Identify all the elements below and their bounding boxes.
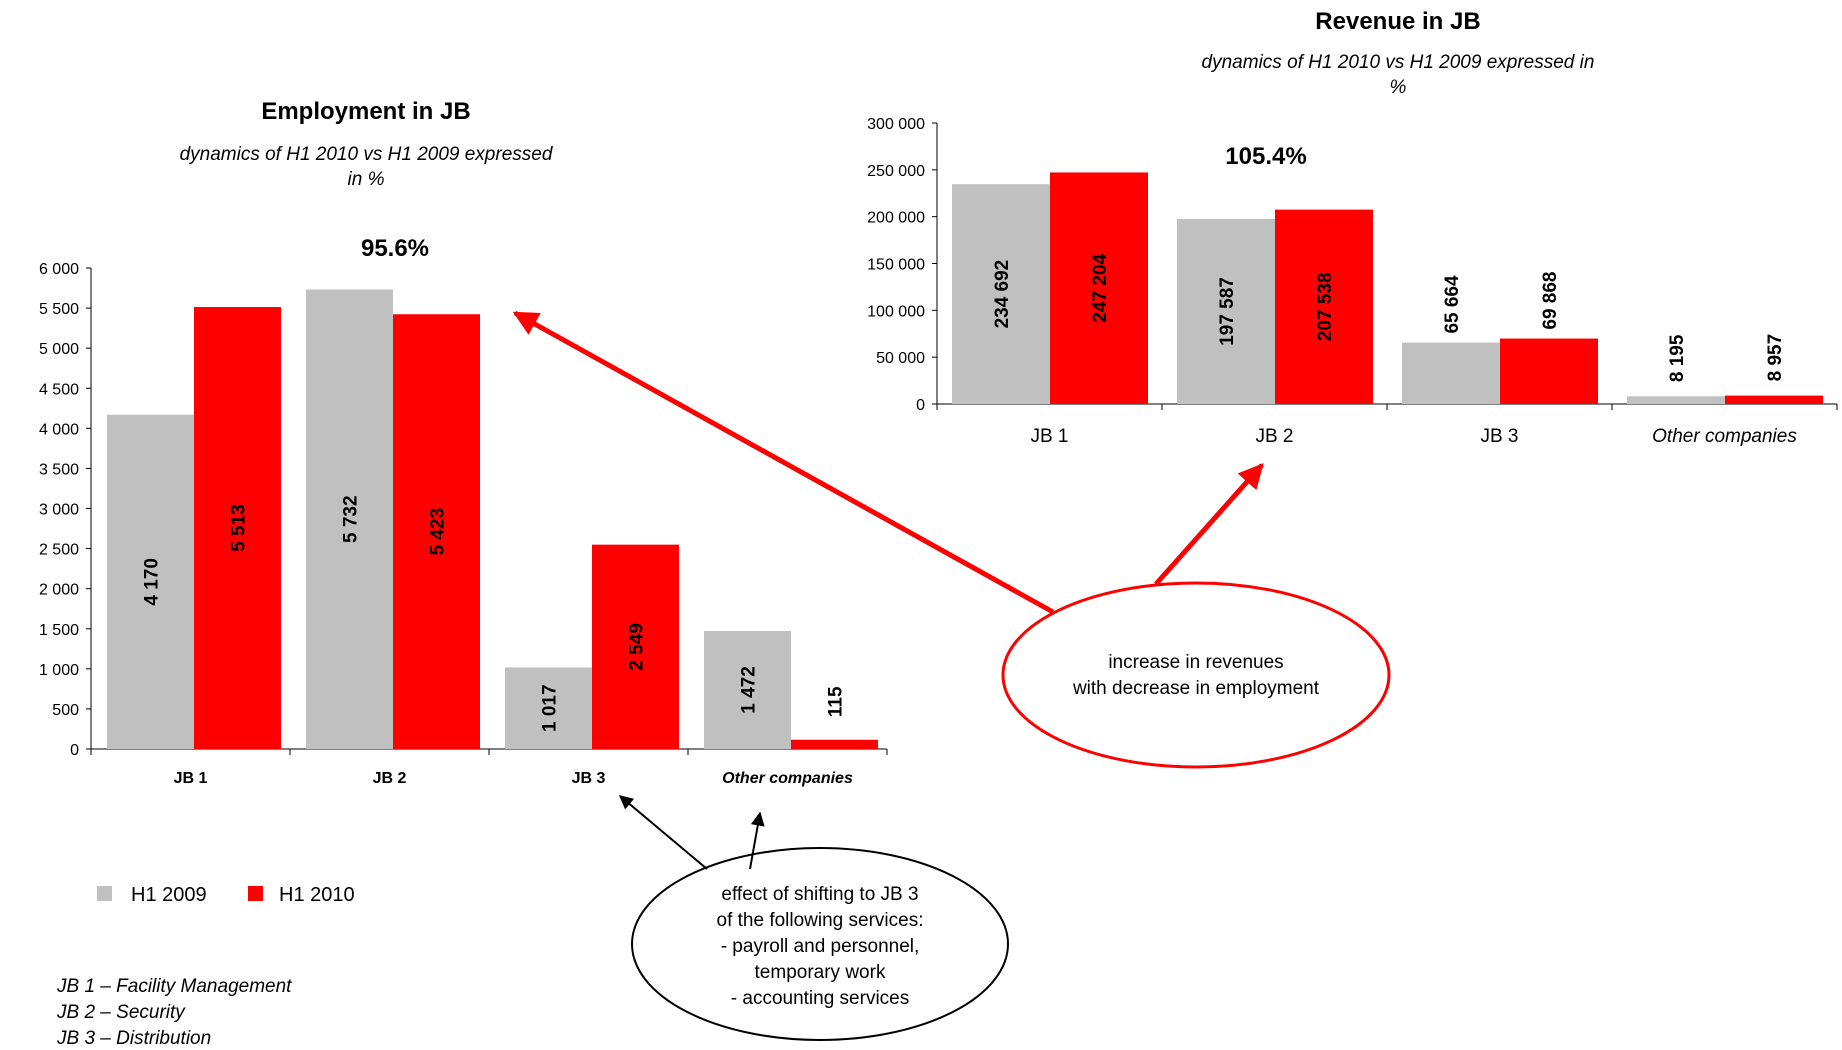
revenue-value-label: 207 538 [1315, 272, 1336, 341]
revenue-value-label: 69 868 [1540, 271, 1561, 329]
revenue-bar-h1-2009 [1627, 396, 1725, 404]
employment-y-tick-label: 6 000 [39, 261, 79, 278]
employment-bar-h1-2009 [107, 414, 194, 749]
employment-value-label: 2 549 [627, 623, 648, 671]
shift-callout-line1: effect of shifting to JB 3 [721, 884, 918, 905]
employment-y-tick-label: 2 000 [39, 582, 79, 599]
revenue-y-tick-label: 150 000 [867, 257, 925, 274]
employment-y-tick-label: 0 [70, 742, 79, 759]
employment-bar-h1-2009 [505, 667, 592, 749]
revenue-y-tick-label: 0 [916, 397, 925, 414]
employment-value-label: 5 423 [428, 508, 449, 556]
revenue-change-label: 105.4% [1225, 143, 1306, 170]
revenue-y-tick-label: 300 000 [867, 116, 925, 133]
employment-change-label: 95.6% [361, 235, 429, 262]
employment-y-tick-label: 2 500 [39, 542, 79, 559]
revenue-y-tick-label: 200 000 [867, 210, 925, 227]
employment-bar-h1-2009 [306, 289, 393, 749]
revenue-title: Revenue in JB [1315, 8, 1480, 35]
revenue-bar-h1-2009 [1402, 342, 1500, 404]
note-jb2: JB 2 – Security [56, 1002, 186, 1023]
employment-chart: 0 500 1 000 1 500 2 000 2 500 3 000 3 500 4 000 4… [39, 261, 888, 787]
revenue-category-label: JB 1 [1030, 426, 1068, 447]
shift-callout-ellipse [631, 847, 1009, 1041]
revenue-value-label: 247 204 [1090, 253, 1111, 322]
employment-value-label: 5 513 [229, 504, 250, 552]
legend-label-h1-2010: H1 2010 [279, 884, 355, 906]
employment-y-tick-label: 1 500 [39, 622, 79, 639]
employment-bar-h1-2009 [704, 630, 791, 749]
legend-swatch-h1-2009 [97, 886, 112, 901]
employment-y-tick-label: 1 000 [39, 662, 79, 679]
legend-label-h1-2009: H1 2009 [131, 884, 207, 906]
revenue-y-tick-label: 100 000 [867, 303, 925, 320]
employment-bar-h1-2010 [393, 314, 480, 749]
employment-bar-h1-2010 [592, 544, 679, 749]
shift-callout-line2: of the following services: [717, 910, 924, 931]
shift-callout-line4: temporary work [755, 962, 886, 983]
legend-swatch-h1-2010 [248, 886, 263, 901]
revenue-value-label: 234 692 [992, 260, 1013, 329]
red-arrow-to-employment [512, 310, 1055, 615]
employment-bar-h1-2010 [194, 307, 281, 749]
revenue-y-tick-label: 250 000 [867, 163, 925, 180]
revenue-value-label: 197 587 [1217, 277, 1238, 346]
red-arrow-to-revenue [1154, 463, 1264, 586]
note-jb1: JB 1 – Facility Management [56, 976, 292, 997]
revenue-bar-h1-2010 [1500, 338, 1598, 404]
employment-subtitle-line2: in % [348, 169, 385, 190]
black-arrow-to-other-companies [749, 811, 765, 870]
employment-category-label: Other companies [722, 770, 853, 787]
revenue-bar-h1-2010 [1275, 209, 1373, 404]
shift-callout-line3: - payroll and personnel, [721, 936, 920, 957]
employment-value-label: 4 170 [142, 558, 163, 606]
employment-bar-h1-2010 [791, 739, 878, 749]
black-arrow-to-jb3 [618, 795, 708, 870]
revenue-value-label: 8 957 [1765, 334, 1786, 382]
employment-category-label: JB 3 [572, 770, 606, 787]
employment-value-label: 5 732 [341, 495, 362, 543]
revenue-value-label: 65 664 [1442, 275, 1463, 334]
employment-title: Employment in JB [261, 98, 470, 125]
employment-y-tick-label: 5 000 [39, 341, 79, 358]
revenue-bar-h1-2009 [952, 184, 1050, 404]
note-jb3: JB 3 – Distribution [56, 1028, 211, 1045]
revenue-bar-h1-2009 [1177, 218, 1275, 404]
employment-value-label: 115 [826, 686, 847, 717]
revenue-subtitle-line2: % [1390, 77, 1407, 98]
employment-value-label: 1 472 [739, 666, 760, 714]
employment-subtitle-line1: dynamics of H1 2010 vs H1 2009 expressed [180, 144, 554, 165]
employment-value-label: 1 017 [540, 684, 561, 732]
employment-y-tick-label: 3 500 [39, 461, 79, 478]
revenue-bar-h1-2010 [1725, 395, 1823, 404]
employment-y-tick-label: 3 000 [39, 502, 79, 519]
shift-callout-line5: - accounting services [731, 988, 909, 1009]
employment-y-tick-label: 4 000 [39, 421, 79, 438]
revenue-bar-h1-2010 [1050, 172, 1148, 404]
employment-y-tick-label: 500 [52, 702, 79, 719]
employment-y-tick-label: 5 500 [39, 301, 79, 318]
revenue-y-tick-label: 50 000 [876, 350, 925, 367]
revenue-category-label: JB 2 [1255, 426, 1293, 447]
employment-y-tick-label: 4 500 [39, 381, 79, 398]
employment-category-label: JB 2 [373, 770, 407, 787]
revenue-callout-line1: increase in revenues [1108, 652, 1283, 673]
revenue-callout-ellipse [1001, 581, 1391, 769]
revenue-value-label: 8 195 [1667, 334, 1688, 382]
revenue-category-label: JB 3 [1480, 426, 1518, 447]
revenue-category-label: Other companies [1652, 426, 1797, 447]
revenue-subtitle-line1: dynamics of H1 2010 vs H1 2009 expressed… [1202, 52, 1595, 73]
revenue-callout-line2: with decrease in employment [1072, 678, 1320, 699]
revenue-chart: 0 50 000 100 000 150 000 200 000 250 000 300 0… [867, 116, 1838, 447]
employment-category-label: JB 1 [174, 770, 208, 787]
